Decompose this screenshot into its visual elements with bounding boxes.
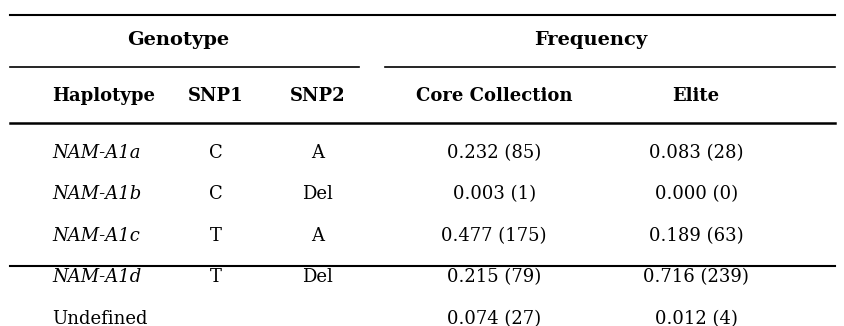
Text: Genotype: Genotype bbox=[127, 31, 229, 49]
Text: SNP2: SNP2 bbox=[289, 87, 344, 105]
Text: 0.074 (27): 0.074 (27) bbox=[446, 310, 540, 326]
Text: 0.012 (4): 0.012 (4) bbox=[654, 310, 737, 326]
Text: NAM-A1b: NAM-A1b bbox=[51, 185, 141, 203]
Text: Core Collection: Core Collection bbox=[415, 87, 571, 105]
Text: Undefined: Undefined bbox=[51, 310, 147, 326]
Text: 0.000 (0): 0.000 (0) bbox=[654, 185, 737, 203]
Text: 0.083 (28): 0.083 (28) bbox=[648, 144, 743, 162]
Text: C: C bbox=[209, 144, 223, 162]
Text: C: C bbox=[209, 185, 223, 203]
Text: 0.716 (239): 0.716 (239) bbox=[642, 268, 749, 286]
Text: 0.215 (79): 0.215 (79) bbox=[446, 268, 540, 286]
Text: A: A bbox=[311, 144, 323, 162]
Text: Frequency: Frequency bbox=[533, 31, 647, 49]
Text: 0.189 (63): 0.189 (63) bbox=[648, 227, 743, 245]
Text: Del: Del bbox=[301, 268, 333, 286]
Text: NAM-A1a: NAM-A1a bbox=[51, 144, 140, 162]
Text: Elite: Elite bbox=[672, 87, 719, 105]
Text: 0.003 (1): 0.003 (1) bbox=[452, 185, 535, 203]
Text: 0.477 (175): 0.477 (175) bbox=[441, 227, 546, 245]
Text: NAM-A1d: NAM-A1d bbox=[51, 268, 141, 286]
Text: A: A bbox=[311, 227, 323, 245]
Text: Del: Del bbox=[301, 185, 333, 203]
Text: 0.232 (85): 0.232 (85) bbox=[446, 144, 540, 162]
Text: Haplotype: Haplotype bbox=[51, 87, 154, 105]
Text: T: T bbox=[210, 227, 222, 245]
Text: NAM-A1c: NAM-A1c bbox=[51, 227, 139, 245]
Text: SNP1: SNP1 bbox=[188, 87, 244, 105]
Text: T: T bbox=[210, 268, 222, 286]
